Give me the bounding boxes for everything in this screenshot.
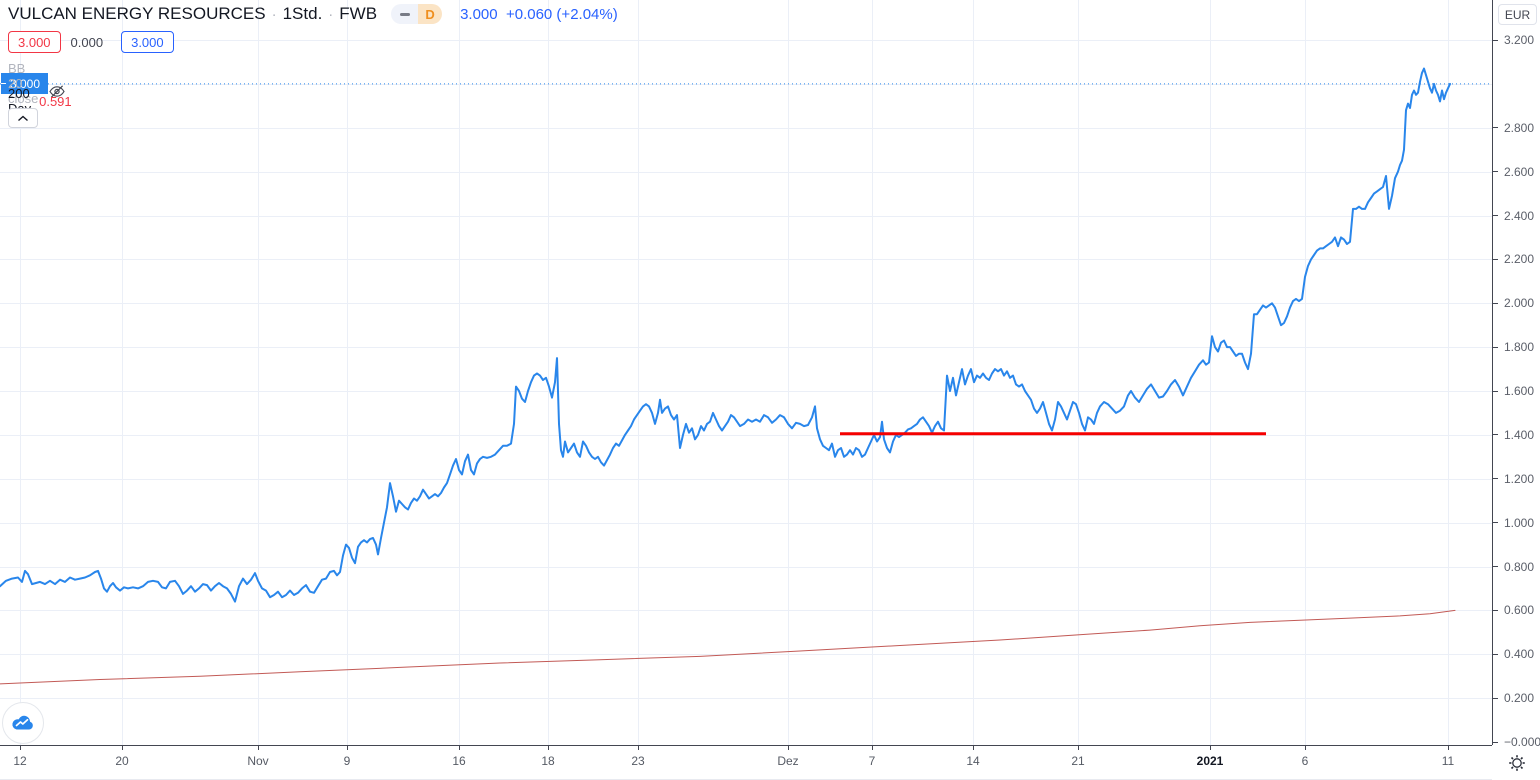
- price-tick-label: 1.200: [1504, 471, 1535, 486]
- price-tick-label: 2.600: [1504, 164, 1535, 179]
- symbol-row: VULCAN ENERGY RESOURCES · 1Std. · FWB D …: [8, 4, 618, 24]
- current-price-tick: [1, 83, 6, 85]
- ma-indicator-value: 0.591: [39, 93, 72, 109]
- sell-price-box: 3.000: [8, 31, 61, 53]
- series-ma_200_day: [0, 609, 1456, 685]
- symbol-title[interactable]: VULCAN ENERGY RESOURCES: [8, 4, 266, 23]
- price-tick-label: 1.400: [1504, 427, 1535, 442]
- price-chart[interactable]: [0, 0, 1492, 745]
- price-tick: 1.800: [1493, 340, 1534, 354]
- time-tick-label: 11: [1441, 754, 1455, 768]
- hidden-eye-icon[interactable]: [48, 84, 66, 99]
- separator-dot: ·: [328, 5, 334, 23]
- price-tick-label: −0.000: [1504, 735, 1540, 749]
- series-price_1h_close: [0, 67, 1451, 603]
- price-tick-label: 2.800: [1504, 120, 1535, 135]
- price-change: +0.060 (+2.04%): [505, 5, 618, 23]
- price-tick-label: 1.000: [1504, 515, 1535, 530]
- last-price-and-change: 3.000 +0.060 (+2.04%): [460, 6, 618, 23]
- price-tick-label: 1.600: [1504, 384, 1535, 398]
- price-tick: 2.200: [1493, 252, 1534, 266]
- price-tick: 0.600: [1493, 603, 1534, 617]
- separator-dot: ·: [271, 5, 277, 23]
- time-tick-label: 14: [966, 754, 980, 768]
- tradingview-logo[interactable]: [2, 702, 44, 744]
- time-tick-label: 9: [343, 754, 351, 768]
- time-tick-label: 2021: [1196, 754, 1224, 768]
- daily-interval-badge[interactable]: D: [418, 4, 443, 24]
- time-tick-label: 20: [115, 754, 129, 768]
- currency-button[interactable]: EUR: [1498, 4, 1537, 25]
- chevron-up-icon: [18, 115, 28, 121]
- price-tick: 2.400: [1493, 209, 1534, 223]
- price-tick-label: 0.200: [1504, 691, 1535, 706]
- price-tick-label: 1.800: [1504, 340, 1535, 355]
- price-tick-label: 2.000: [1504, 296, 1535, 311]
- time-tick-label: Dez: [777, 754, 799, 768]
- time-tick-label: 12: [13, 754, 27, 768]
- price-axis[interactable]: 3.200 2.800 2.600 2.400 2.200 2.000 1.800 1.600…: [1492, 0, 1540, 749]
- values-row: 3.000 0.000 3.000: [8, 31, 174, 53]
- time-tick-label: 23: [631, 754, 645, 768]
- collapse-values-button[interactable]: [391, 4, 419, 24]
- chart-plot-area[interactable]: [0, 0, 1492, 745]
- price-tick: 1.600: [1493, 384, 1534, 398]
- spread-value: 0.000: [70, 34, 104, 50]
- time-tick-label: 6: [1301, 754, 1309, 768]
- price-tick: 0.800: [1493, 560, 1534, 574]
- price-tick: 1.200: [1493, 472, 1534, 486]
- exchange-label: FWB: [339, 4, 378, 23]
- price-tick-label: 0.400: [1504, 647, 1535, 662]
- price-tick: 2.800: [1493, 121, 1534, 135]
- time-tick-label: 18: [541, 754, 555, 768]
- price-tick-label: 0.600: [1504, 603, 1535, 618]
- interval-label[interactable]: 1Std.: [282, 4, 323, 23]
- time-tick-label: 21: [1071, 754, 1085, 768]
- time-tick-label: Nov: [247, 754, 269, 768]
- price-tick: 1.000: [1493, 516, 1534, 530]
- price-tick: 0.200: [1493, 691, 1534, 705]
- buy-price-box: 3.000: [121, 31, 174, 53]
- time-tick-label: 16: [452, 754, 466, 768]
- legend-toggle-pill[interactable]: D: [391, 4, 443, 24]
- last-price: 3.000: [460, 5, 498, 23]
- price-tick-label: 2.400: [1504, 208, 1535, 223]
- price-axis-scale[interactable]: 3.200 2.800 2.600 2.400 2.200 2.000 1.800 1.600…: [1493, 0, 1540, 749]
- current-price-label: 3.000: [1, 73, 48, 95]
- price-tick-label: 0.800: [1504, 559, 1535, 574]
- price-tick: 2.600: [1493, 165, 1534, 179]
- time-tick-label: 7: [868, 754, 876, 768]
- price-tick: −0.000: [1493, 735, 1540, 749]
- price-tick-label: 3.200: [1504, 33, 1535, 47]
- price-tick: 1.400: [1493, 428, 1534, 442]
- price-tick: 2.000: [1493, 296, 1534, 310]
- axis-settings-corner[interactable]: [1493, 746, 1540, 780]
- time-axis[interactable]: 12 20 Nov 9 16 18 23 Dez 7 14 21 2021 6 11: [0, 745, 1492, 780]
- price-tick: 3.200: [1493, 33, 1534, 47]
- gear-icon[interactable]: [1507, 753, 1527, 773]
- collapse-indicators-button[interactable]: [8, 108, 38, 128]
- price-tick: 0.400: [1493, 647, 1534, 661]
- cloud-chart-icon: [12, 715, 33, 730]
- price-tick-label: 2.200: [1504, 252, 1535, 267]
- minus-icon: [399, 12, 410, 16]
